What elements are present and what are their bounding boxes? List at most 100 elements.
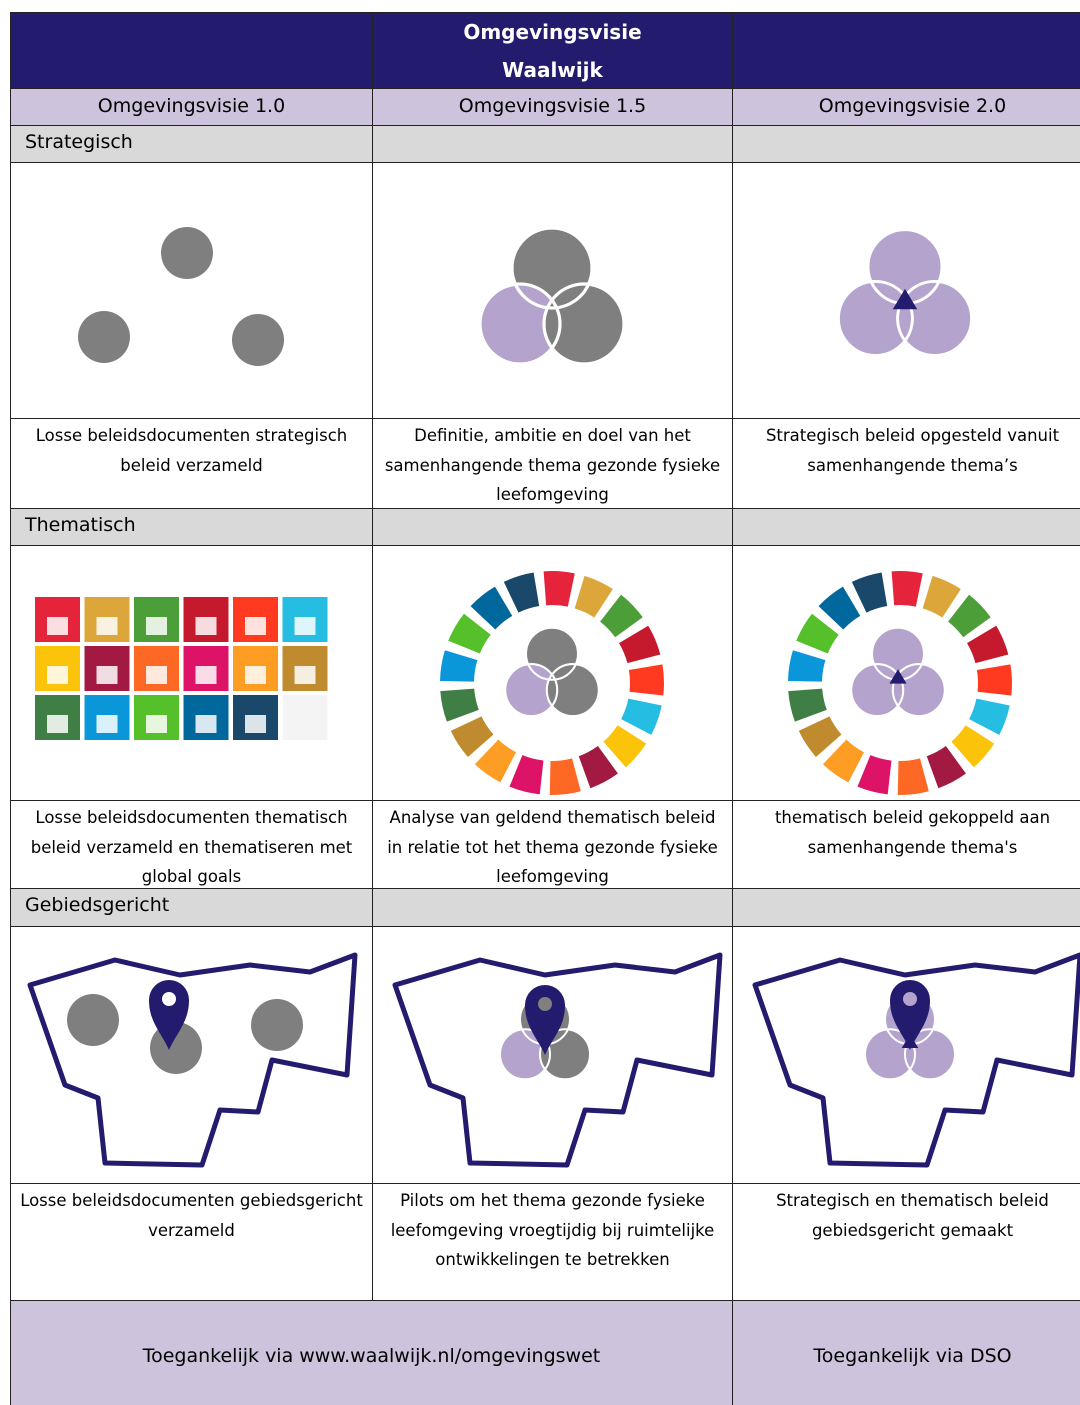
image-cell [732,162,1080,418]
goal-segment [628,664,665,696]
image-cell [372,926,732,1183]
section-title: Thematisch [10,508,372,545]
image-cell [732,926,1080,1183]
goal-segment [926,746,966,789]
goal-segment [796,613,839,654]
goal-segment [951,725,995,768]
goal-segment [621,698,662,735]
section-title: Strategisch [10,125,372,162]
goal-icon [245,617,266,635]
goal-segment [891,571,923,607]
goal-icon [294,666,316,684]
caption: Losse beleidsdocumenten strategisch bele… [10,418,372,508]
goal-icon [195,617,217,635]
venn-outline [478,282,562,366]
caption: Pilots om het thema gezonde fysieke leef… [372,1183,732,1300]
caption: Analyse van geldend thematisch beleid in… [372,800,732,888]
venn-outline [864,1028,916,1081]
goal-segment [578,746,618,789]
goal-segment [440,650,478,682]
goal-segment [922,575,961,618]
section-cell [372,888,732,926]
caption: Strategisch beleid opgesteld vanuit same… [732,418,1080,508]
circle [161,227,213,279]
goal-icon [96,617,118,635]
circle [162,992,176,1006]
goal-segment [822,739,865,783]
venn-outline [904,1028,956,1081]
circle [905,1029,955,1080]
area-outline [392,952,723,1168]
caption: Losse beleidsdocumenten thematisch belei… [10,800,372,888]
goal-icon [245,666,266,684]
circle [838,281,913,356]
caption: Losse beleidsdocumenten gebiedsgericht v… [10,1183,372,1300]
caption: Definitie, ambitie en doel van het samen… [372,418,732,508]
goal-segment [574,575,613,618]
goal-segment [967,625,1009,664]
area-outline [752,952,1080,1168]
venn-outline [499,1028,551,1081]
goal-icon [294,617,316,635]
goal-segment [448,613,491,654]
venn-outline [504,663,559,718]
goal-icon [195,666,217,684]
footer-text: Toegankelijk via www.waalwijk.nl/omgevin… [10,1300,732,1405]
venn-outline [836,279,914,357]
circle [851,664,904,717]
circle [865,1029,915,1080]
circle [505,664,558,717]
goal-icon [96,666,118,684]
venn-outline [539,1028,591,1081]
goal-icon [146,715,167,733]
goal-icon [47,666,68,684]
goal-segment [450,716,494,758]
goal-segment [440,688,479,722]
goal-segment [969,698,1010,735]
image-cell [10,545,372,800]
image-cell [372,545,732,800]
location-pin [890,980,930,1050]
circle [480,284,560,364]
goal-segment [788,688,827,722]
circle [540,1029,590,1080]
goal-segment [897,758,929,795]
image-cell [10,162,372,418]
venn-center [892,288,918,310]
caption: thematisch beleid gekoppeld aan samenhan… [732,800,1080,888]
venn-outline [542,282,626,366]
circle [546,664,599,717]
goal-icon [146,666,167,684]
goal-icon [195,715,217,733]
section-cell [372,508,732,545]
goal-segment [818,586,861,630]
goal-segment [798,716,842,758]
venn-outline [510,226,594,310]
goal-segment [509,755,544,795]
circle [892,664,945,717]
column-title: Omgevingsvisie 2.0 [732,88,1080,125]
footer-text: Toegankelijk via DSO [732,1300,1080,1405]
goal-segment [600,594,643,638]
location-pin [525,985,565,1055]
area-outline [27,952,358,1168]
image-cell [10,926,372,1183]
goal-segment [503,572,540,613]
section-cell [732,125,1080,162]
goal-segment [470,586,513,630]
venn-center [889,669,907,684]
goal-icon [146,617,167,635]
section-cell [372,125,732,162]
image-cell [732,545,1080,800]
goal-segment [948,594,991,638]
goal-icon [96,715,118,733]
goal-segment [474,739,517,783]
goal-icon [245,715,266,733]
column-title: Omgevingsvisie 1.5 [372,88,732,125]
goal-tile [282,695,328,740]
goal-segment [543,571,575,607]
goal-segment [788,650,826,682]
header-title: Omgevingsvisie Waalwijk [372,12,732,88]
